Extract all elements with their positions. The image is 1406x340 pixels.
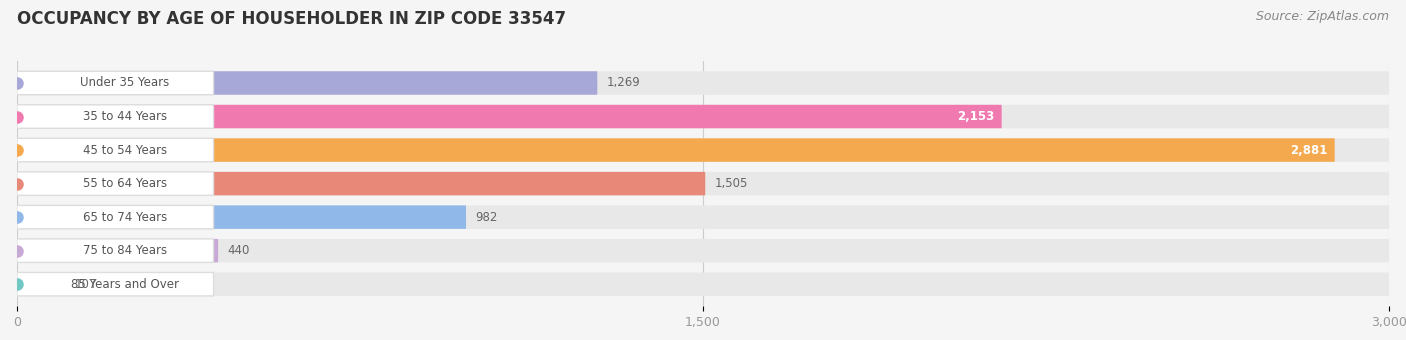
Text: Source: ZipAtlas.com: Source: ZipAtlas.com [1256, 10, 1389, 23]
FancyBboxPatch shape [17, 172, 706, 195]
Text: 107: 107 [75, 278, 97, 291]
FancyBboxPatch shape [17, 71, 598, 95]
FancyBboxPatch shape [17, 105, 1389, 128]
Text: 65 to 74 Years: 65 to 74 Years [83, 211, 167, 224]
Text: OCCUPANCY BY AGE OF HOUSEHOLDER IN ZIP CODE 33547: OCCUPANCY BY AGE OF HOUSEHOLDER IN ZIP C… [17, 10, 567, 28]
Text: 85 Years and Over: 85 Years and Over [72, 278, 179, 291]
Text: 1,505: 1,505 [714, 177, 748, 190]
Text: 440: 440 [228, 244, 250, 257]
Text: 1,269: 1,269 [606, 76, 640, 89]
FancyBboxPatch shape [17, 105, 1001, 128]
FancyBboxPatch shape [17, 71, 1389, 95]
FancyBboxPatch shape [17, 205, 1389, 229]
Text: Under 35 Years: Under 35 Years [80, 76, 170, 89]
Text: 2,153: 2,153 [957, 110, 995, 123]
FancyBboxPatch shape [17, 138, 1334, 162]
Text: 55 to 64 Years: 55 to 64 Years [83, 177, 167, 190]
FancyBboxPatch shape [17, 272, 66, 296]
Text: 75 to 84 Years: 75 to 84 Years [83, 244, 167, 257]
FancyBboxPatch shape [17, 239, 1389, 262]
Text: 982: 982 [475, 211, 498, 224]
Text: 45 to 54 Years: 45 to 54 Years [83, 143, 167, 156]
FancyBboxPatch shape [17, 172, 214, 195]
FancyBboxPatch shape [17, 105, 214, 128]
FancyBboxPatch shape [17, 138, 1389, 162]
Text: 2,881: 2,881 [1291, 143, 1327, 156]
FancyBboxPatch shape [17, 239, 218, 262]
FancyBboxPatch shape [17, 138, 214, 162]
Text: 35 to 44 Years: 35 to 44 Years [83, 110, 167, 123]
FancyBboxPatch shape [17, 205, 465, 229]
FancyBboxPatch shape [17, 272, 1389, 296]
FancyBboxPatch shape [17, 71, 214, 95]
FancyBboxPatch shape [17, 272, 214, 296]
FancyBboxPatch shape [17, 239, 214, 262]
FancyBboxPatch shape [17, 205, 214, 229]
FancyBboxPatch shape [17, 172, 1389, 195]
